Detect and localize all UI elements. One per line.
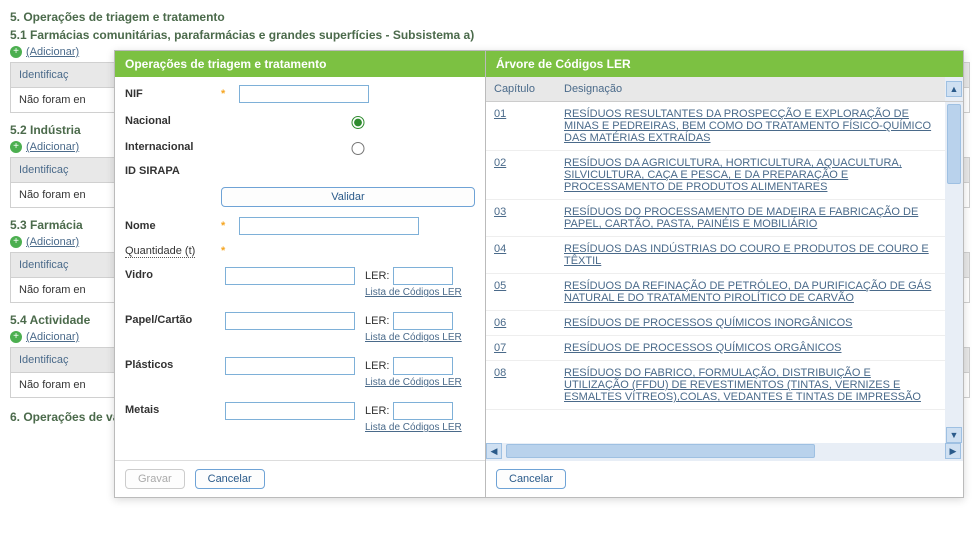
tree-row: 02 RESÍDUOS DA AGRICULTURA, HORTICULTURA,…: [486, 151, 945, 200]
section-5-title: 5. Operações de triagem e tratamento: [10, 10, 970, 24]
scroll-right-icon[interactable]: ▶: [945, 443, 961, 459]
cancelar-button-right[interactable]: Cancelar: [496, 469, 566, 489]
plasticos-ler-input[interactable]: [393, 357, 453, 375]
metais-qty-input[interactable]: [225, 402, 355, 420]
ler-link-metais[interactable]: Lista de Códigos LER: [365, 422, 462, 433]
papel-qty-input[interactable]: [225, 312, 355, 330]
nome-input[interactable]: [239, 217, 419, 235]
modal-titlebar-right: Árvore de Códigos LER: [486, 51, 963, 77]
required-marker: *: [221, 220, 233, 232]
gravar-button[interactable]: Gravar: [125, 469, 185, 489]
label-ler-plasticos: LER:: [365, 360, 389, 372]
designation-link[interactable]: RESÍDUOS DE PROCESSOS QUÍMICOS ORGÂNICOS: [564, 342, 842, 354]
label-quantidade: Quantidade (t): [125, 245, 215, 257]
designation-link[interactable]: RESÍDUOS DE PROCESSOS QUÍMICOS INORGÂNIC…: [564, 317, 853, 329]
section-51-title: 5.1 Farmácias comunitárias, parafarmácia…: [10, 28, 970, 42]
ler-link-papel[interactable]: Lista de Códigos LER: [365, 332, 462, 343]
chapter-link[interactable]: 04: [494, 243, 506, 255]
horizontal-scrollbar[interactable]: ◀ ▶: [486, 443, 963, 461]
modal-title: Operações de triagem e tratamento: [125, 57, 326, 71]
scroll-left-icon[interactable]: ◀: [486, 443, 502, 459]
tree-row: 01 RESÍDUOS RESULTANTES DA PROSPECÇÃO E E…: [486, 102, 945, 151]
col-designacao: Designação: [556, 77, 945, 101]
required-marker: *: [221, 245, 233, 257]
tree-title: Árvore de Códigos LER: [496, 57, 631, 71]
label-nif: NIF: [125, 88, 215, 100]
chapter-link[interactable]: 03: [494, 206, 506, 218]
scroll-up-icon[interactable]: ▲: [946, 81, 962, 97]
tree-row: 07 RESÍDUOS DE PROCESSOS QUÍMICOS ORGÂNIC…: [486, 336, 945, 361]
tree-rows-container: 01 RESÍDUOS RESULTANTES DA PROSPECÇÃO E E…: [486, 102, 945, 443]
chapter-link[interactable]: 08: [494, 367, 506, 379]
label-plasticos: Plásticos: [125, 357, 215, 371]
chapter-link[interactable]: 01: [494, 108, 506, 120]
label-vidro: Vidro: [125, 267, 215, 281]
cancelar-button-left[interactable]: Cancelar: [195, 469, 265, 489]
required-marker: *: [221, 88, 233, 100]
label-internacional: Internacional: [125, 141, 215, 153]
ler-link-vidro[interactable]: Lista de Códigos LER: [365, 287, 462, 298]
col-capitulo: Capítulo: [486, 77, 556, 101]
ler-link-plasticos[interactable]: Lista de Códigos LER: [365, 377, 462, 388]
papel-ler-input[interactable]: [393, 312, 453, 330]
tree-row: 05 RESÍDUOS DA REFINAÇÃO DE PETRÓLEO, DA …: [486, 274, 945, 311]
scroll-thumb-vertical[interactable]: [947, 104, 961, 184]
tree-row: 03 RESÍDUOS DO PROCESSAMENTO DE MADEIRA E…: [486, 200, 945, 237]
label-idsirapa: ID SIRAPA: [125, 165, 215, 177]
label-ler-vidro: LER:: [365, 270, 389, 282]
designation-link[interactable]: RESÍDUOS DO PROCESSAMENTO DE MADEIRA E F…: [564, 206, 918, 230]
chapter-link[interactable]: 02: [494, 157, 506, 169]
tree-header-row: Capítulo Designação ▲: [486, 77, 963, 102]
designation-link[interactable]: RESÍDUOS DA AGRICULTURA, HORTICULTURA, A…: [564, 157, 902, 193]
designation-link[interactable]: RESÍDUOS DAS INDÚSTRIAS DO COURO E PRODU…: [564, 243, 929, 267]
radio-internacional[interactable]: [244, 142, 472, 155]
designation-link[interactable]: RESÍDUOS DA REFINAÇÃO DE PETRÓLEO, DA PU…: [564, 280, 931, 304]
ler-tree-panel: Árvore de Códigos LER Capítulo Designaçã…: [485, 51, 963, 497]
label-nacional: Nacional: [125, 115, 215, 127]
label-ler-papel: LER:: [365, 315, 389, 327]
add-link-54[interactable]: (Adicionar): [26, 331, 79, 343]
chapter-link[interactable]: 05: [494, 280, 506, 292]
label-metais: Metais: [125, 402, 215, 416]
radio-nacional[interactable]: [244, 116, 472, 129]
scroll-down-icon[interactable]: ▼: [946, 427, 962, 443]
vidro-qty-input[interactable]: [225, 267, 355, 285]
validar-button[interactable]: Validar: [221, 187, 475, 207]
add-icon: +: [10, 331, 22, 343]
add-link-52[interactable]: (Adicionar): [26, 141, 79, 153]
label-ler-metais: LER:: [365, 405, 389, 417]
scroll-thumb-horizontal[interactable]: [506, 444, 815, 458]
add-icon: +: [10, 46, 22, 58]
label-nome: Nome: [125, 220, 215, 232]
add-link-53[interactable]: (Adicionar): [26, 236, 79, 248]
metais-ler-input[interactable]: [393, 402, 453, 420]
designation-link[interactable]: RESÍDUOS DO FABRICO, FORMULAÇÃO, DISTRIB…: [564, 367, 921, 403]
add-icon: +: [10, 236, 22, 248]
chapter-link[interactable]: 07: [494, 342, 506, 354]
plasticos-qty-input[interactable]: [225, 357, 355, 375]
designation-link[interactable]: RESÍDUOS RESULTANTES DA PROSPECÇÃO E EXP…: [564, 108, 931, 144]
tree-row: 08 RESÍDUOS DO FABRICO, FORMULAÇÃO, DISTR…: [486, 361, 945, 410]
label-papel: Papel/Cartão: [125, 312, 215, 326]
vidro-ler-input[interactable]: [393, 267, 453, 285]
add-icon: +: [10, 141, 22, 153]
modal-triagem: Operações de triagem e tratamento NIF * …: [114, 50, 964, 498]
add-link-51[interactable]: (Adicionar): [26, 46, 79, 58]
nif-input[interactable]: [239, 85, 369, 103]
modal-titlebar-left: Operações de triagem e tratamento: [115, 51, 485, 77]
vertical-scrollbar[interactable]: ▼: [945, 102, 963, 443]
tree-row: 04 RESÍDUOS DAS INDÚSTRIAS DO COURO E PRO…: [486, 237, 945, 274]
tree-row: 06 RESÍDUOS DE PROCESSOS QUÍMICOS INORGÂN…: [486, 311, 945, 336]
chapter-link[interactable]: 06: [494, 317, 506, 329]
